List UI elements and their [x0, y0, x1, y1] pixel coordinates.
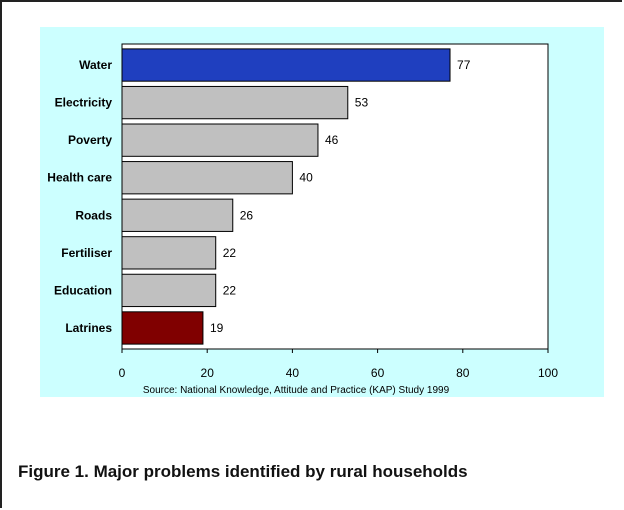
data-label-water: 77 — [457, 58, 471, 72]
category-label-health-care: Health care — [47, 171, 112, 185]
data-label-electricity: 53 — [355, 96, 369, 110]
category-label-poverty: Poverty — [68, 133, 112, 147]
data-label-education: 22 — [223, 283, 237, 297]
category-label-education: Education — [54, 283, 112, 297]
x-tick-label: 80 — [456, 366, 470, 380]
data-label-latrines: 19 — [210, 321, 224, 335]
bar-latrines — [122, 312, 203, 344]
data-label-poverty: 46 — [325, 133, 339, 147]
category-label-roads: Roads — [75, 208, 112, 222]
bar-fertiliser — [122, 237, 216, 269]
x-tick-label: 100 — [538, 366, 558, 380]
bar-health-care — [122, 162, 292, 194]
data-label-roads: 26 — [240, 208, 254, 222]
x-tick-label: 60 — [371, 366, 385, 380]
x-tick-label: 0 — [119, 366, 126, 380]
x-tick-label: 20 — [201, 366, 215, 380]
category-label-fertiliser: Fertiliser — [61, 246, 112, 260]
bar-education — [122, 274, 216, 306]
figure-caption: Figure 1. Major problems identified by r… — [18, 462, 468, 482]
category-label-water: Water — [79, 58, 112, 72]
bar-chart: Water 77 Electricity 53 Poverty 46 Health care… — [0, 0, 624, 440]
category-label-electricity: Electricity — [55, 96, 113, 110]
category-label-latrines: Latrines — [65, 321, 112, 335]
x-tick-label: 40 — [286, 366, 300, 380]
bar-water — [122, 49, 450, 81]
data-label-health-care: 40 — [299, 171, 313, 185]
bar-electricity — [122, 86, 348, 118]
bar-roads — [122, 199, 233, 231]
data-label-fertiliser: 22 — [223, 246, 237, 260]
bar-poverty — [122, 124, 318, 156]
source-note: Source: National Knowledge, Attitude and… — [143, 385, 450, 396]
